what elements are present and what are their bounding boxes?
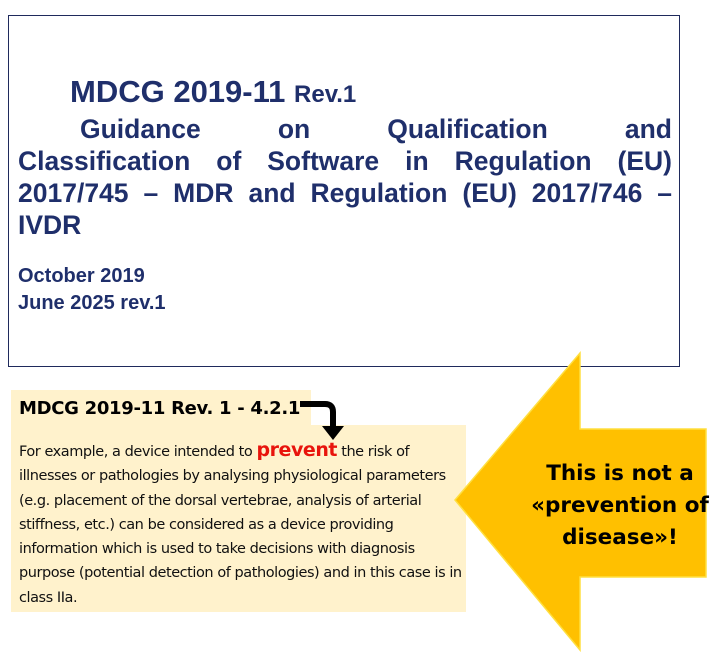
quote-header-bg [11, 390, 311, 426]
callout-line-3: disease»! [562, 525, 678, 550]
subtitle-rest: Classification of Software in Regulation… [18, 146, 672, 240]
left-arrow-callout-icon [454, 350, 707, 653]
document-subtitle: Guidance on Qualification and Classificat… [18, 113, 672, 241]
date-original: October 2019 [18, 265, 145, 287]
quote-text-end: the risk of illnesses or pathologies by … [19, 444, 462, 606]
subtitle-line-1: Guidance on Qualification and [80, 114, 672, 144]
callout-text: This is not a «prevention of disease»! [520, 458, 720, 554]
document-revision: Rev.1 [294, 81, 357, 108]
quote-text: For example, a device intended to preven… [19, 438, 469, 610]
quote-text-start: For example, a device intended to [19, 444, 257, 460]
title-box [8, 15, 680, 367]
quote-header: MDCG 2019-11 Rev. 1 - 4.2.1 [19, 398, 301, 419]
highlight-word: prevent [256, 439, 338, 461]
callout-line-2: «prevention of [531, 493, 709, 518]
curved-arrow-head-icon [322, 426, 344, 440]
quote-body-bg [11, 425, 466, 612]
document-code: MDCG 2019-11 [70, 74, 286, 109]
date-revision: June 2025 rev.1 [18, 292, 166, 314]
curved-arrow-icon [300, 401, 336, 428]
document-title: MDCG 2019-11 Rev.1 [70, 74, 356, 110]
callout-line-1: This is not a [546, 461, 694, 486]
